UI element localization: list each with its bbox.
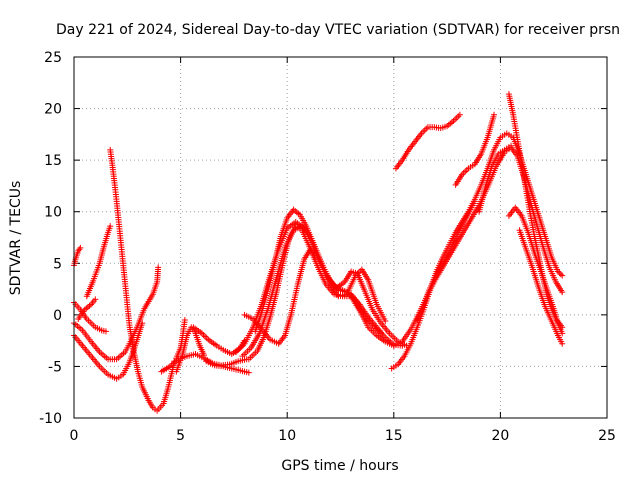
data-point [471,198,478,205]
x-tick-label: 15 [385,428,403,444]
x-tick-label: 25 [598,428,616,444]
data-point [102,328,109,335]
series-track-k [190,324,248,358]
y-tick-label: 20 [44,102,62,118]
series-track-c [71,264,162,363]
data-point [559,330,566,337]
data-point [203,335,210,342]
x-tick-label: 0 [70,428,79,444]
data-point [421,127,428,134]
data-point [491,111,498,118]
data-point [245,369,252,376]
series-track-j [173,317,188,362]
data-point [508,142,515,149]
grid-lines [74,57,607,418]
series-track-w [476,142,515,215]
data-point [155,264,162,271]
x-tick-label: 10 [278,428,296,444]
data-point [453,114,460,121]
data-point [557,271,564,278]
data-point [556,269,563,276]
series-track-u [392,111,463,172]
x-tick-label: 5 [176,428,185,444]
data-point [355,269,362,276]
data-point [181,317,188,324]
data-point [200,331,207,338]
data-point [201,352,208,359]
data-point [107,223,114,230]
series-track-l [203,358,252,376]
data-points [71,91,566,414]
x-axis-label: GPS time / hours [281,458,398,474]
data-point [463,166,470,173]
y-tick-label: 0 [53,308,62,324]
y-tick-label: -5 [48,359,62,375]
series-track-m [245,223,397,363]
data-point [559,340,566,347]
series-track-t [414,198,478,324]
data-point [559,289,566,296]
series-track-q [241,245,406,349]
x-tick-label: 20 [491,428,509,444]
series-track-v [452,111,498,188]
data-point [423,125,430,132]
series-track-i [173,324,208,375]
y-tick-label: 15 [44,153,62,169]
data-point [420,128,427,135]
y-axis-label: SDTVAR / TECUs [8,181,24,296]
data-point [455,113,462,120]
chart-title: Day 221 of 2024, Sidereal Day-to-day VTE… [56,22,620,38]
y-tick-label: 25 [44,50,62,66]
data-point [202,333,209,340]
y-tick-label: -10 [39,411,62,427]
data-point [77,244,84,251]
series-track-a [71,244,84,269]
series-track-z [516,227,566,347]
data-point [456,111,463,118]
series-track-e [83,223,114,300]
data-point [452,116,459,123]
series-track-g [107,146,178,414]
series-track-y [505,204,566,337]
data-point [92,296,99,303]
axis-ticks: 0 5 10 15 20 25 -10 -5 0 5 10 15 20 25 [39,50,616,444]
plot-frame [73,56,608,419]
data-point [462,168,469,175]
data-point [554,268,561,275]
data-point [460,170,467,177]
data-point [139,320,146,327]
y-tick-label: 10 [44,205,62,221]
y-tick-label: 5 [53,256,62,272]
data-point [382,318,389,325]
series-track-f [75,296,99,322]
data-point [559,272,566,279]
